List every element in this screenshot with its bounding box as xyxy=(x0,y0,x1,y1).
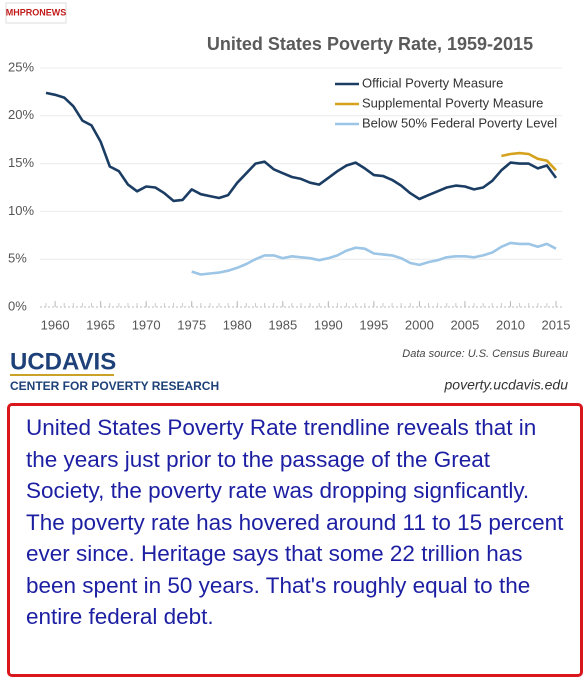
brand-center: CENTER FOR POVERTY RESEARCH xyxy=(10,379,219,393)
brand-url: poverty.ucdavis.edu xyxy=(444,377,569,393)
x-tick-label: 1980 xyxy=(223,317,252,332)
legend-label: Below 50% Federal Poverty Level xyxy=(362,115,557,130)
y-tick-label: 15% xyxy=(8,155,34,170)
x-tick-label: 1985 xyxy=(268,317,297,332)
caption: United States Poverty Rate trendline rev… xyxy=(7,403,583,677)
logo-box xyxy=(5,2,67,24)
series-line xyxy=(45,91,558,203)
series-line xyxy=(191,241,557,276)
x-tick-label: 1970 xyxy=(132,317,161,332)
series-line xyxy=(501,151,557,172)
y-tick-label: 5% xyxy=(8,251,27,266)
x-tick-label: 2015 xyxy=(542,317,571,332)
chart: MHPRONEWS United States Poverty Rate, 19… xyxy=(5,2,571,393)
brand-name: UCDAVIS xyxy=(10,348,116,375)
legend-label: Official Poverty Measure xyxy=(362,75,503,90)
x-tick-label: 2010 xyxy=(496,317,525,332)
x-tick-label: 1960 xyxy=(41,317,70,332)
source: Data source: U.S. Census Bureau xyxy=(402,348,568,360)
logo: MHPRONEWS xyxy=(6,7,67,17)
x-tick-label: 1965 xyxy=(86,317,115,332)
x-tick-label: 1990 xyxy=(314,317,343,332)
y-tick-label: 25% xyxy=(8,59,34,74)
legend-label: Supplemental Poverty Measure xyxy=(362,95,543,110)
x-tick-label: 1975 xyxy=(177,317,206,332)
x-tick-label: 2005 xyxy=(450,317,479,332)
brand-rule xyxy=(10,374,114,376)
y-tick-label: 0% xyxy=(8,298,27,313)
y-tick-label: 10% xyxy=(8,203,34,218)
x-tick-label: 2000 xyxy=(405,317,434,332)
x-tick-label: 1995 xyxy=(359,317,388,332)
chart-title: United States Poverty Rate, 1959-2015 xyxy=(207,34,533,54)
y-tick-label: 20% xyxy=(8,107,34,122)
